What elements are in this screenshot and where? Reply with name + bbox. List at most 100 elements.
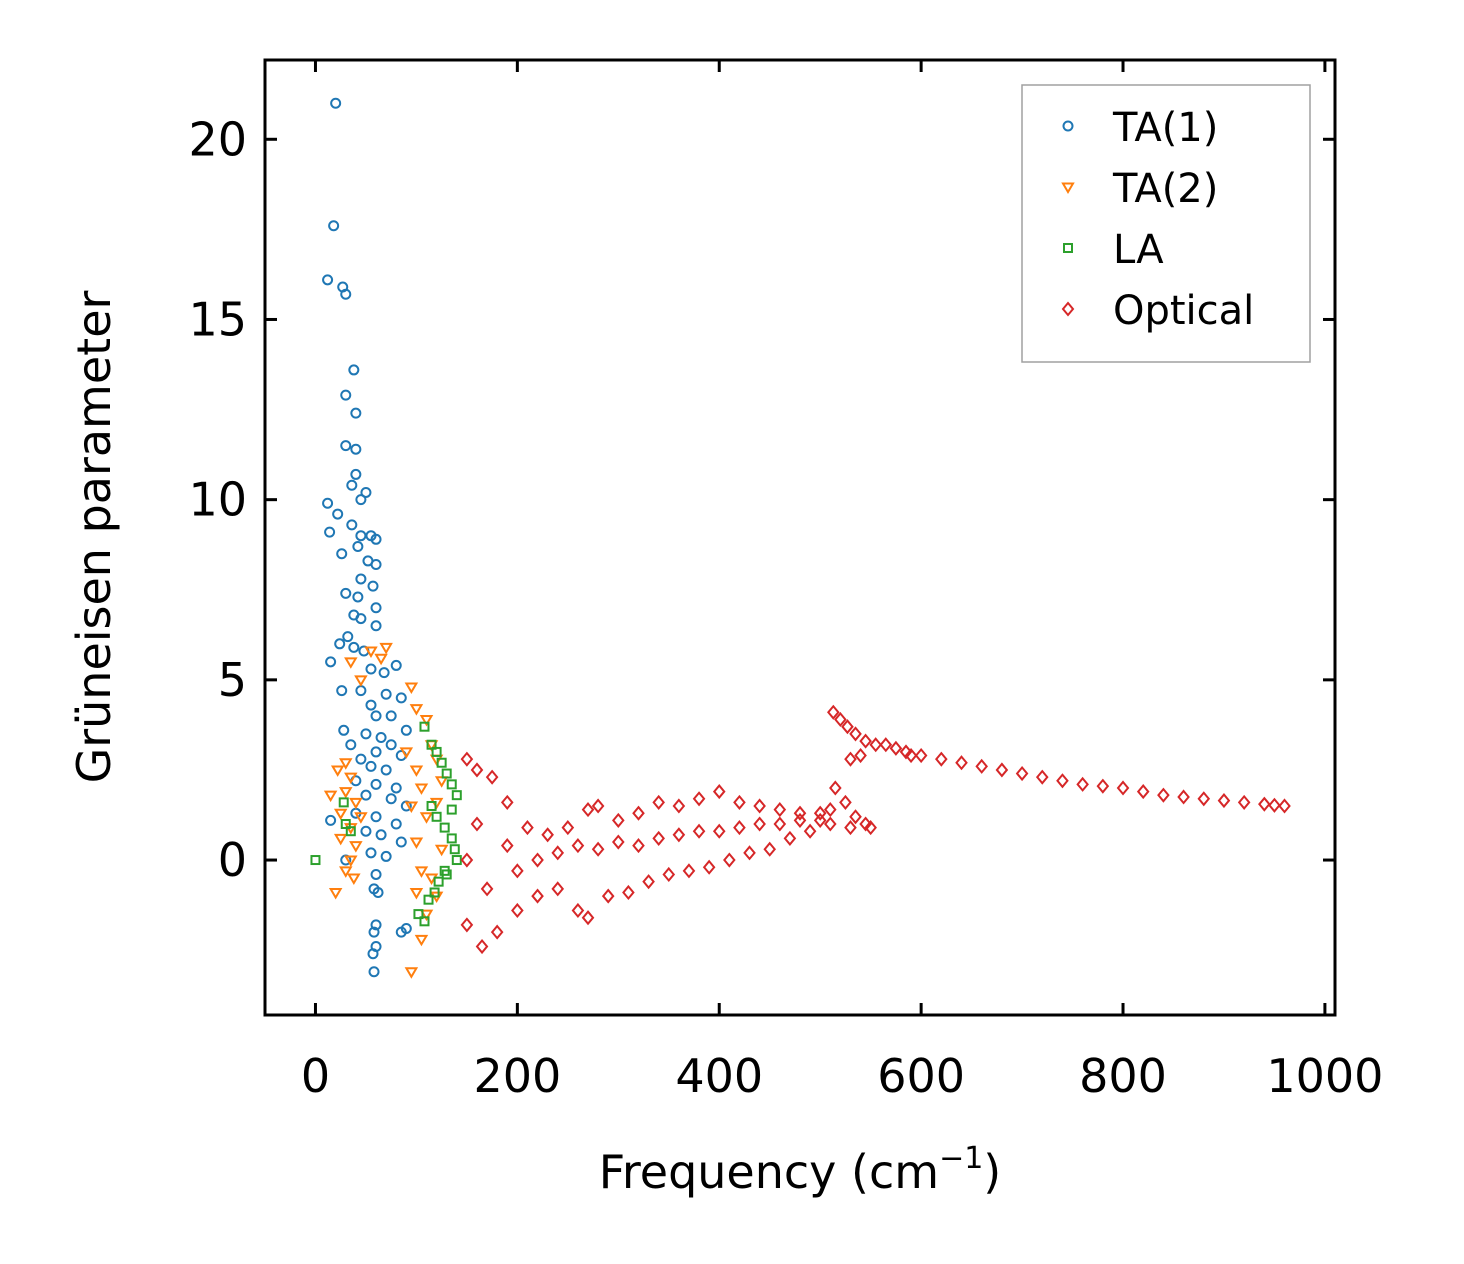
data-point bbox=[692, 823, 706, 839]
data-point bbox=[355, 685, 367, 697]
data-point bbox=[390, 659, 402, 671]
data-point bbox=[414, 866, 429, 878]
data-point bbox=[349, 841, 363, 853]
data-point bbox=[400, 724, 412, 736]
data-point bbox=[581, 802, 595, 818]
data-point bbox=[561, 820, 575, 836]
data-point bbox=[429, 797, 444, 810]
data-point bbox=[1056, 773, 1069, 789]
data-point bbox=[340, 440, 352, 452]
data-point bbox=[322, 497, 334, 509]
data-point bbox=[773, 816, 787, 832]
data-point bbox=[322, 274, 334, 286]
data-point bbox=[368, 966, 380, 978]
data-point bbox=[439, 822, 450, 833]
data-point bbox=[332, 508, 344, 520]
data-point bbox=[350, 468, 362, 480]
data-point bbox=[859, 733, 872, 749]
data-point bbox=[521, 820, 534, 836]
data-point bbox=[360, 825, 372, 837]
data-point bbox=[426, 800, 437, 811]
data-point bbox=[360, 789, 372, 801]
data-point bbox=[612, 834, 625, 850]
data-point bbox=[849, 809, 862, 825]
data-point bbox=[743, 845, 756, 861]
data-point bbox=[723, 852, 736, 868]
data-point bbox=[367, 948, 379, 960]
data-point bbox=[733, 794, 746, 810]
data-point bbox=[370, 559, 382, 571]
data-point bbox=[433, 876, 444, 887]
data-point bbox=[1157, 787, 1170, 803]
y-axis-title: Grüneisen parameter bbox=[67, 290, 121, 783]
data-point bbox=[339, 787, 353, 799]
data-point bbox=[1096, 778, 1110, 794]
series-ta-2- bbox=[323, 642, 449, 979]
y-tick-label: 0 bbox=[218, 833, 247, 887]
data-point bbox=[378, 667, 390, 679]
data-point bbox=[429, 887, 440, 898]
data-point bbox=[339, 866, 353, 878]
data-point bbox=[869, 737, 883, 753]
data-point bbox=[344, 855, 358, 868]
data-point bbox=[551, 881, 565, 897]
data-point bbox=[571, 902, 585, 919]
data-point bbox=[652, 794, 665, 810]
data-point bbox=[581, 910, 595, 926]
data-point bbox=[390, 818, 402, 830]
data-point bbox=[404, 801, 419, 813]
data-point bbox=[310, 855, 321, 866]
data-point bbox=[360, 728, 372, 740]
legend-marker-la bbox=[1063, 243, 1073, 253]
data-point bbox=[336, 548, 348, 560]
legend-label: TA(2) bbox=[1112, 166, 1218, 212]
data-point bbox=[368, 926, 380, 938]
data-point bbox=[354, 675, 368, 687]
data-point bbox=[793, 812, 807, 828]
data-point bbox=[460, 751, 474, 767]
data-point bbox=[849, 726, 862, 742]
x-tick-label: 200 bbox=[473, 1049, 561, 1103]
y-tick-label: 20 bbox=[188, 112, 247, 166]
data-point bbox=[370, 868, 382, 880]
data-point bbox=[385, 710, 397, 722]
data-point bbox=[409, 765, 424, 777]
data-point bbox=[480, 881, 494, 897]
data-point bbox=[414, 783, 429, 795]
data-point bbox=[395, 692, 407, 704]
data-point bbox=[1197, 791, 1211, 807]
data-point bbox=[365, 663, 377, 675]
data-point bbox=[829, 780, 842, 796]
data-point bbox=[370, 620, 382, 632]
data-point bbox=[975, 758, 988, 774]
data-point bbox=[385, 739, 397, 751]
data-point bbox=[813, 805, 827, 821]
data-point bbox=[449, 844, 460, 855]
legend-marker-ta-2- bbox=[1061, 182, 1075, 194]
data-point bbox=[591, 841, 605, 857]
data-point bbox=[446, 804, 457, 815]
data-point bbox=[330, 765, 345, 777]
data-point bbox=[446, 833, 457, 844]
data-point bbox=[451, 855, 462, 866]
data-point bbox=[793, 805, 807, 821]
data-point bbox=[419, 714, 434, 727]
data-point bbox=[460, 917, 474, 933]
data-point bbox=[591, 798, 605, 814]
data-point bbox=[500, 794, 514, 810]
data-point bbox=[419, 721, 430, 732]
data-point bbox=[340, 819, 351, 829]
data-point bbox=[375, 732, 387, 744]
data-point bbox=[370, 602, 382, 614]
data-point bbox=[672, 827, 686, 843]
data-point bbox=[364, 646, 378, 658]
data-point bbox=[995, 762, 1009, 778]
data-point bbox=[400, 923, 412, 935]
data-point bbox=[344, 657, 358, 669]
data-point bbox=[914, 747, 928, 764]
data-point bbox=[1015, 765, 1029, 782]
data-point bbox=[355, 613, 367, 625]
data-point bbox=[348, 641, 360, 653]
data-point bbox=[344, 772, 358, 785]
data-point bbox=[490, 924, 504, 940]
